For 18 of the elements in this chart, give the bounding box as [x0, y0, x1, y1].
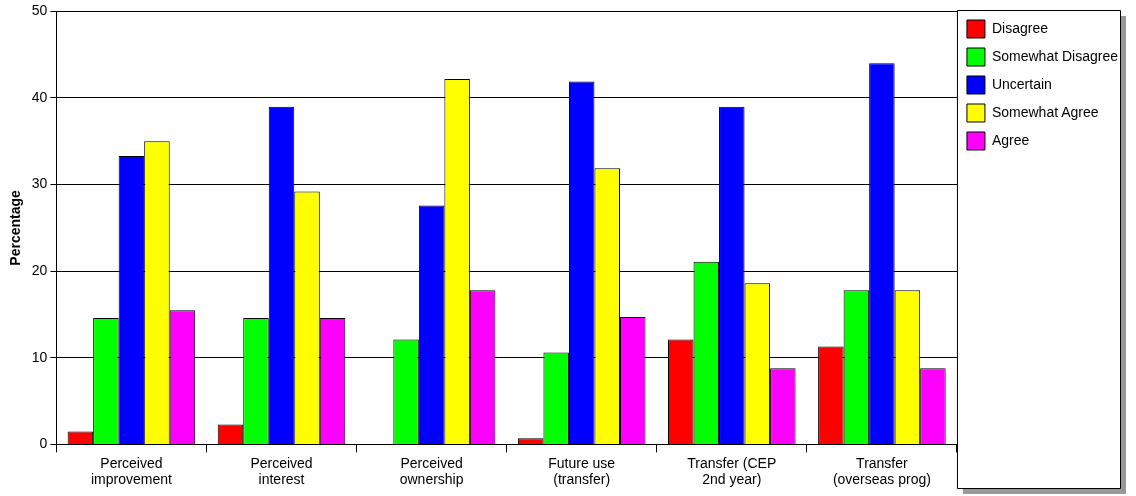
- y-tick-label: 40: [31, 88, 48, 105]
- legend-label: Somewhat Disagree: [991, 47, 1119, 64]
- y-tick-label: 50: [31, 2, 48, 19]
- legend-label: Agree: [991, 131, 1030, 148]
- legend-label: Uncertain: [991, 75, 1052, 92]
- y-tick-label: 0: [39, 435, 48, 452]
- x-tick-label: Perceived improvement: [90, 454, 172, 488]
- x-tick-label: Future use (transfer): [548, 454, 616, 488]
- x-tick-label: Transfer (overseas prog): [832, 454, 931, 488]
- y-tick-label: 20: [31, 262, 48, 279]
- x-tick-label: Perceived ownership: [399, 454, 464, 488]
- y-axis-title: Percentage: [7, 189, 24, 266]
- x-tick-label: Perceived interest: [250, 454, 313, 488]
- y-tick-label: 10: [31, 348, 48, 365]
- x-tick-label: Transfer (CEP 2nd year): [687, 454, 777, 488]
- legend-label: Disagree: [991, 19, 1049, 36]
- y-tick-label: 30: [31, 175, 48, 192]
- legend-label: Somewhat Agree: [991, 103, 1099, 120]
